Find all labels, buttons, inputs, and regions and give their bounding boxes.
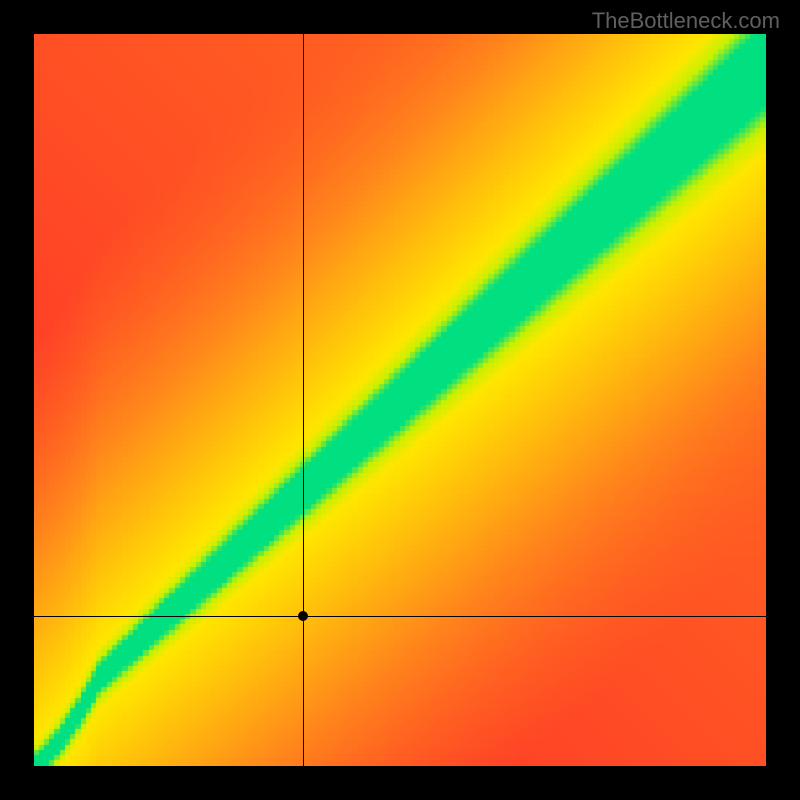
- crosshair-horizontal: [34, 616, 766, 617]
- crosshair-vertical: [303, 34, 304, 766]
- plot-area: [34, 34, 766, 766]
- heatmap-canvas: [34, 34, 766, 766]
- marker-point: [298, 611, 308, 621]
- chart-container: TheBottleneck.com: [0, 0, 800, 800]
- watermark-text: TheBottleneck.com: [592, 8, 780, 34]
